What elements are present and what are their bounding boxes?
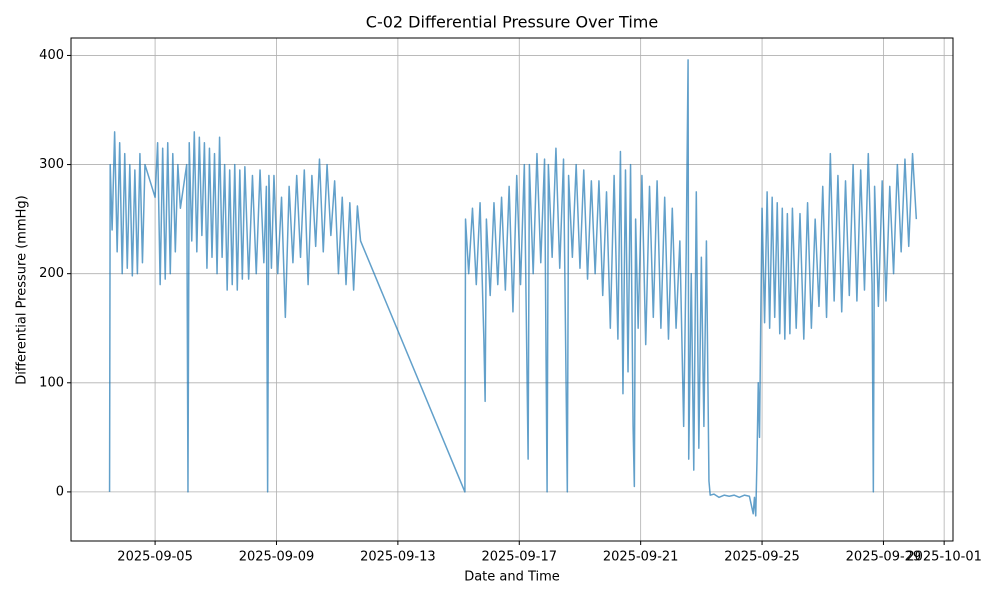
x-tick-label: 2025-09-05 xyxy=(117,550,193,565)
x-tick-label: 2025-09-17 xyxy=(481,550,557,565)
y-axis-label: Differential Pressure (mmHg) xyxy=(15,195,30,384)
x-axis-label: Date and Time xyxy=(464,570,560,585)
x-tick-label: 2025-09-29 xyxy=(846,550,922,565)
y-tick-label: 0 xyxy=(56,484,64,499)
x-tick-label: 2025-09-25 xyxy=(724,550,800,565)
y-tick-label: 400 xyxy=(39,48,64,63)
x-tick-label: 2025-09-13 xyxy=(360,550,436,565)
y-tick-label: 200 xyxy=(39,266,64,281)
data-line xyxy=(108,59,918,517)
x-tick-label: 2025-09-21 xyxy=(603,550,679,565)
y-tick-label: 100 xyxy=(39,375,64,390)
plot-frame xyxy=(70,37,954,542)
x-tick-label: 2025-10-01 xyxy=(906,550,982,565)
chart-title: C-02 Differential Pressure Over Time xyxy=(366,13,658,32)
y-tick-label: 300 xyxy=(39,157,64,172)
x-tick-label: 2025-09-09 xyxy=(239,550,315,565)
